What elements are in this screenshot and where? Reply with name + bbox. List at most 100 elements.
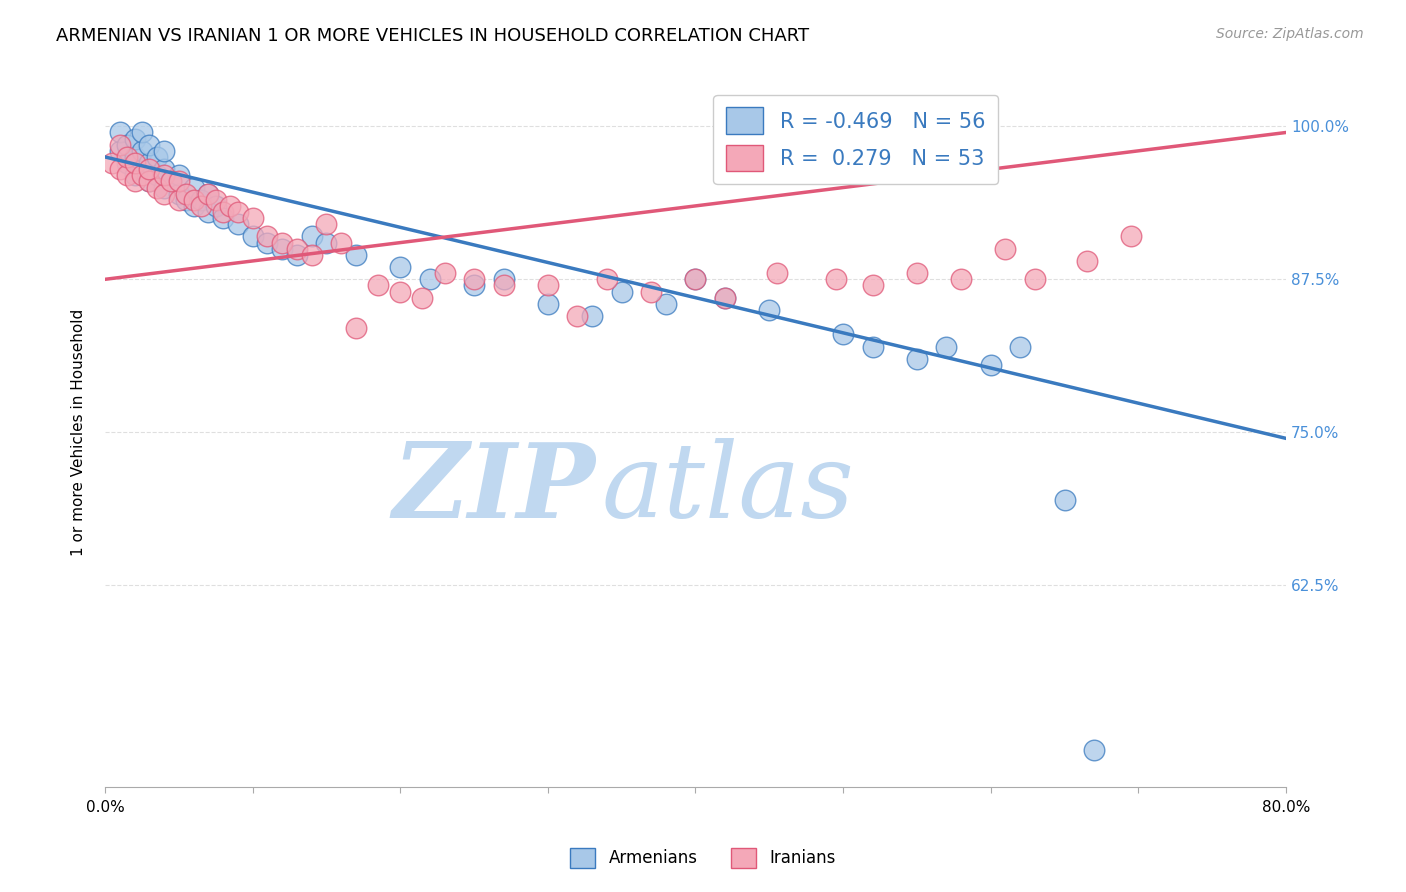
Point bbox=[219, 199, 242, 213]
Point bbox=[419, 272, 441, 286]
Point bbox=[115, 137, 138, 152]
Point bbox=[226, 217, 249, 231]
Point bbox=[183, 180, 205, 194]
Point bbox=[301, 248, 323, 262]
Point bbox=[301, 229, 323, 244]
Point bbox=[153, 144, 176, 158]
Point bbox=[204, 199, 226, 213]
Point bbox=[905, 351, 928, 366]
Point bbox=[160, 174, 183, 188]
Point bbox=[197, 205, 219, 219]
Point bbox=[145, 169, 167, 183]
Point bbox=[108, 137, 131, 152]
Point bbox=[389, 285, 412, 299]
Point bbox=[758, 302, 780, 317]
Point bbox=[108, 162, 131, 177]
Text: ZIP: ZIP bbox=[392, 438, 595, 540]
Point bbox=[537, 297, 560, 311]
Point bbox=[167, 174, 190, 188]
Point bbox=[330, 235, 353, 250]
Y-axis label: 1 or more Vehicles in Household: 1 or more Vehicles in Household bbox=[72, 309, 86, 556]
Point bbox=[108, 144, 131, 158]
Point bbox=[190, 193, 212, 207]
Point bbox=[492, 272, 515, 286]
Point bbox=[131, 144, 153, 158]
Point bbox=[1083, 743, 1105, 757]
Point bbox=[1076, 254, 1098, 268]
Point bbox=[344, 248, 367, 262]
Point bbox=[115, 156, 138, 170]
Point bbox=[183, 193, 205, 207]
Point bbox=[714, 291, 737, 305]
Point bbox=[124, 131, 146, 145]
Point bbox=[271, 242, 294, 256]
Point bbox=[994, 242, 1017, 256]
Point bbox=[153, 169, 176, 183]
Point bbox=[567, 309, 589, 323]
Point bbox=[640, 285, 662, 299]
Legend: R = -0.469   N = 56, R =  0.279   N = 53: R = -0.469 N = 56, R = 0.279 N = 53 bbox=[713, 95, 998, 184]
Point bbox=[824, 272, 846, 286]
Point bbox=[344, 321, 367, 335]
Point bbox=[160, 174, 183, 188]
Point bbox=[950, 272, 973, 286]
Point bbox=[204, 193, 226, 207]
Point bbox=[226, 205, 249, 219]
Point bbox=[145, 180, 167, 194]
Point bbox=[131, 126, 153, 140]
Point bbox=[367, 278, 389, 293]
Point bbox=[1010, 340, 1032, 354]
Point bbox=[138, 156, 160, 170]
Point bbox=[537, 278, 560, 293]
Point bbox=[463, 272, 485, 286]
Point bbox=[765, 266, 787, 280]
Point bbox=[197, 186, 219, 201]
Point bbox=[153, 162, 176, 177]
Point bbox=[315, 235, 337, 250]
Point bbox=[138, 162, 160, 177]
Point bbox=[463, 278, 485, 293]
Point bbox=[183, 199, 205, 213]
Point bbox=[714, 291, 737, 305]
Point bbox=[389, 260, 412, 274]
Point bbox=[174, 193, 197, 207]
Point bbox=[285, 242, 308, 256]
Point bbox=[832, 327, 855, 342]
Point bbox=[862, 278, 884, 293]
Point bbox=[685, 272, 707, 286]
Point bbox=[167, 169, 190, 183]
Point bbox=[131, 162, 153, 177]
Text: Source: ZipAtlas.com: Source: ZipAtlas.com bbox=[1216, 27, 1364, 41]
Point bbox=[115, 169, 138, 183]
Point bbox=[190, 199, 212, 213]
Point bbox=[138, 137, 160, 152]
Point bbox=[596, 272, 619, 286]
Point bbox=[124, 174, 146, 188]
Point bbox=[242, 211, 264, 226]
Point bbox=[138, 174, 160, 188]
Point bbox=[131, 169, 153, 183]
Point bbox=[153, 186, 176, 201]
Point bbox=[108, 126, 131, 140]
Point bbox=[167, 186, 190, 201]
Point bbox=[101, 156, 124, 170]
Point bbox=[153, 180, 176, 194]
Point bbox=[862, 340, 884, 354]
Point bbox=[212, 211, 235, 226]
Point bbox=[1053, 492, 1076, 507]
Point bbox=[1119, 229, 1142, 244]
Point bbox=[124, 169, 146, 183]
Point bbox=[610, 285, 633, 299]
Point bbox=[581, 309, 603, 323]
Point bbox=[212, 205, 235, 219]
Point bbox=[433, 266, 456, 280]
Point bbox=[271, 235, 294, 250]
Point bbox=[655, 297, 678, 311]
Point bbox=[411, 291, 433, 305]
Point bbox=[138, 174, 160, 188]
Point bbox=[256, 229, 278, 244]
Point bbox=[124, 150, 146, 164]
Point bbox=[145, 150, 167, 164]
Text: atlas: atlas bbox=[600, 438, 853, 540]
Point bbox=[285, 248, 308, 262]
